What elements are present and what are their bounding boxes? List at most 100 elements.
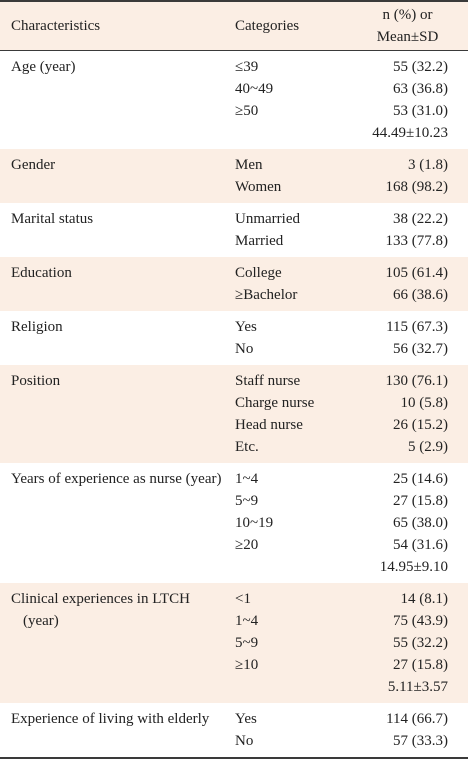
value-cell: 55 (32.2) 63 (36.8) 53 (31.0) 44.49±10.23 [355,51,468,150]
category-cell: 1~4 5~9 10~19 ≥20 [232,463,355,583]
characteristic-label: Education [11,265,72,281]
category: Unmarried [235,211,300,227]
value: 10 (5.8) [400,395,449,411]
category: 1~4 [235,613,259,629]
characteristic-cell: Experience of living with elderly [0,703,232,758]
table-body: Age (year) ≤39 40~49 ≥50 55 (32.2) 63 (36.8) 5… [0,51,468,759]
value-cell: 114 (66.7) 57 (33.3) [355,703,468,758]
characteristic-cell: Years of experience as nurse (year) [0,463,232,583]
value: 54 (31.6) [393,537,448,553]
value-cell: 14 (8.1) 75 (43.9) 55 (32.2) 27 (15.8) 5.11±… [355,583,468,703]
characteristic-cell: Clinical experiences in LTCH (year) [0,583,232,703]
header-cell: Categories [232,0,355,51]
category: ≤39 [235,59,259,75]
value: 5.11±3.57 [387,679,448,695]
group-row: Marital status Unmarried Married 38 (22.2) 1… [0,203,468,257]
category: ≥Bachelor [235,287,298,303]
value: 38 (22.2) [393,211,448,227]
category-cell: <1 1~4 5~9 ≥10 [232,583,355,703]
category-cell: College ≥Bachelor [232,257,355,311]
characteristic-cell: Marital status [0,203,232,257]
value: 66 (38.6) [393,287,448,303]
characteristic-label: Marital status [11,211,94,227]
category: ≥50 [235,103,259,119]
table-header: Characteristics Categories n (%) or Mean… [0,0,468,51]
value: 133 (77.8) [385,233,449,249]
group-row: Years of experience as nurse (year) 1~4 5~… [0,463,468,583]
category: No [235,733,254,749]
category: Yes [235,711,257,727]
value: 14.95±9.10 [379,559,448,575]
category: ≥10 [235,657,259,673]
category: Charge nurse [235,395,315,411]
group-row: Religion Yes No 115 (67.3) 56 (32.7) [0,311,468,365]
value: 5 (2.9) [408,439,448,455]
value-cell: 115 (67.3) 56 (32.7) [355,311,468,365]
category-cell: Staff nurse Charge nurse Head nurse Etc. [232,365,355,463]
characteristic-cell: Position [0,365,232,463]
value: 63 (36.8) [393,81,448,97]
group-row: Age (year) ≤39 40~49 ≥50 55 (32.2) 63 (36.8) 5… [0,51,468,150]
category: <1 [235,591,251,607]
category: Etc. [235,439,259,455]
category: College [235,265,282,281]
value: 130 (76.1) [385,373,449,389]
category: Married [235,233,284,249]
category: ≥20 [235,537,259,553]
characteristic-label: Clinical experiences in LTCH (year) [11,591,190,629]
value: 44.49±10.23 [372,125,448,141]
group-row: Clinical experiences in LTCH (year) <1 1~4… [0,583,468,703]
value: 75 (43.9) [393,613,448,629]
category-cell: ≤39 40~49 ≥50 [232,51,355,150]
characteristic-label: Religion [11,319,63,335]
category: 10~19 [235,515,274,531]
value-cell: 25 (14.6) 27 (15.8) 65 (38.0) 54 (31.6) 14.9… [355,463,468,583]
value: 114 (66.7) [386,711,448,727]
characteristic-cell: Gender [0,149,232,203]
category-cell: Yes No [232,311,355,365]
value: 25 (14.6) [393,471,448,487]
category: 5~9 [235,635,259,651]
category: Women [235,179,282,195]
category: No [235,341,254,357]
category: Head nurse [235,417,303,433]
value: 56 (32.7) [393,341,448,357]
value-cell: 38 (22.2) 133 (77.8) [355,203,468,257]
value: 53 (31.0) [393,103,448,119]
header-cell: n (%) or Mean±SD [355,0,468,51]
category-cell: Yes No [232,703,355,758]
header-row: Characteristics Categories n (%) or Mean… [0,0,468,51]
group-row: Position Staff nurse Charge nurse Head nurs… [0,365,468,463]
characteristic-label: Experience of living with elderly [11,711,210,727]
value: 168 (98.2) [385,179,449,195]
characteristic-cell: Religion [0,311,232,365]
characteristic-label: Position [11,373,61,389]
value-cell: 105 (61.4) 66 (38.6) [355,257,468,311]
category: Staff nurse [235,373,301,389]
group-row: Gender Men Women 3 (1.8) 168 (98.2) [0,149,468,203]
header-cell: Characteristics [0,0,232,51]
value: 27 (15.8) [393,657,448,673]
value: 55 (32.2) [393,59,448,75]
value: 115 (67.3) [386,319,448,335]
characteristic-cell: Education [0,257,232,311]
value-cell: 3 (1.8) 168 (98.2) [355,149,468,203]
header-line: n (%) or [382,7,433,23]
value: 26 (15.2) [393,417,448,433]
characteristic-cell: Age (year) [0,51,232,150]
category-cell: Men Women [232,149,355,203]
category: 1~4 [235,471,259,487]
value-cell: 130 (76.1) 10 (5.8) 26 (15.2) 5 (2.9) [355,365,468,463]
category: 5~9 [235,493,259,509]
value: 57 (33.3) [393,733,448,749]
category: Men [235,157,263,173]
value: 27 (15.8) [393,493,448,509]
characteristic-label: Age (year) [11,59,76,75]
value: 65 (38.0) [393,515,448,531]
category: 40~49 [235,81,274,97]
group-row: Education College ≥Bachelor 105 (61.4) 66 (3… [0,257,468,311]
header-line: Mean±SD [376,29,439,45]
characteristic-label: Gender [11,157,56,173]
value: 3 (1.8) [408,157,448,173]
